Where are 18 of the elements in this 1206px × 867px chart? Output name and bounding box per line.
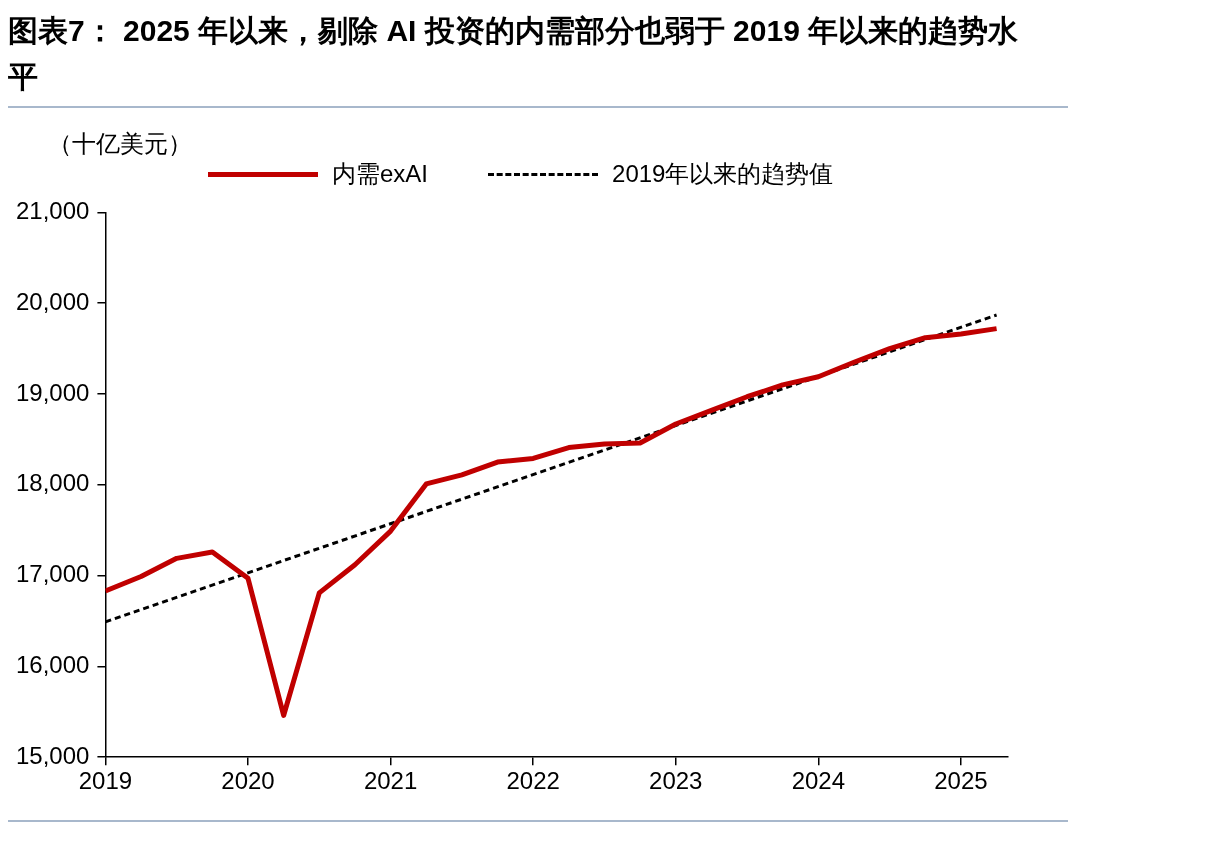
y-tick-label: 15,000	[16, 741, 90, 769]
y-tick-label: 16,000	[16, 651, 90, 679]
legend-label: 内需exAI	[332, 159, 429, 189]
x-tick-label: 2025	[934, 767, 988, 795]
chart-title: 图表7： 2025 年以来，剔除 AI 投资的内需部分也弱于 2019 年以来的趋势水平	[8, 8, 1068, 108]
x-tick-label: 2021	[363, 767, 418, 795]
x-tick-label: 2022	[506, 767, 560, 795]
x-tick-label: 2020	[221, 767, 275, 795]
x-tick-label: 2023	[649, 767, 703, 795]
y-axis-title: （十亿美元）	[48, 129, 193, 158]
x-tick-label: 2024	[791, 767, 846, 795]
y-tick-label: 17,000	[16, 560, 90, 588]
y-tick-label: 19,000	[16, 378, 90, 406]
legend-label: 2019年以来的趋势值	[612, 159, 834, 189]
y-tick-label: 20,000	[16, 287, 90, 315]
y-tick-label: 18,000	[16, 469, 90, 497]
y-tick-label: 21,000	[16, 197, 90, 225]
x-tick-label: 2019	[78, 767, 133, 795]
